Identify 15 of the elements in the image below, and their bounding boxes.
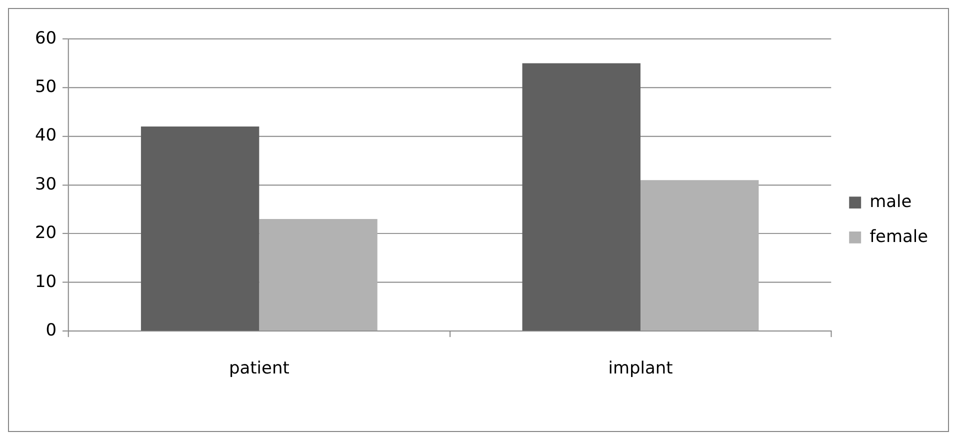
y-tick-label: 40 — [34, 124, 57, 145]
bar — [522, 63, 640, 331]
x-tick-label: implant — [608, 358, 674, 378]
y-tick-label: 60 — [34, 27, 57, 48]
y-tick-label: 0 — [46, 319, 57, 340]
y-tick-label: 30 — [34, 173, 57, 194]
bar — [640, 180, 759, 331]
x-tick-label: patient — [228, 358, 290, 378]
y-tick-label: 20 — [34, 222, 57, 242]
bar — [259, 219, 378, 331]
bar — [140, 126, 260, 331]
legend-label: male — [870, 191, 912, 211]
legend-label: female — [870, 226, 928, 246]
y-tick-label: 10 — [34, 270, 57, 291]
y-tick-label: 50 — [34, 76, 57, 96]
